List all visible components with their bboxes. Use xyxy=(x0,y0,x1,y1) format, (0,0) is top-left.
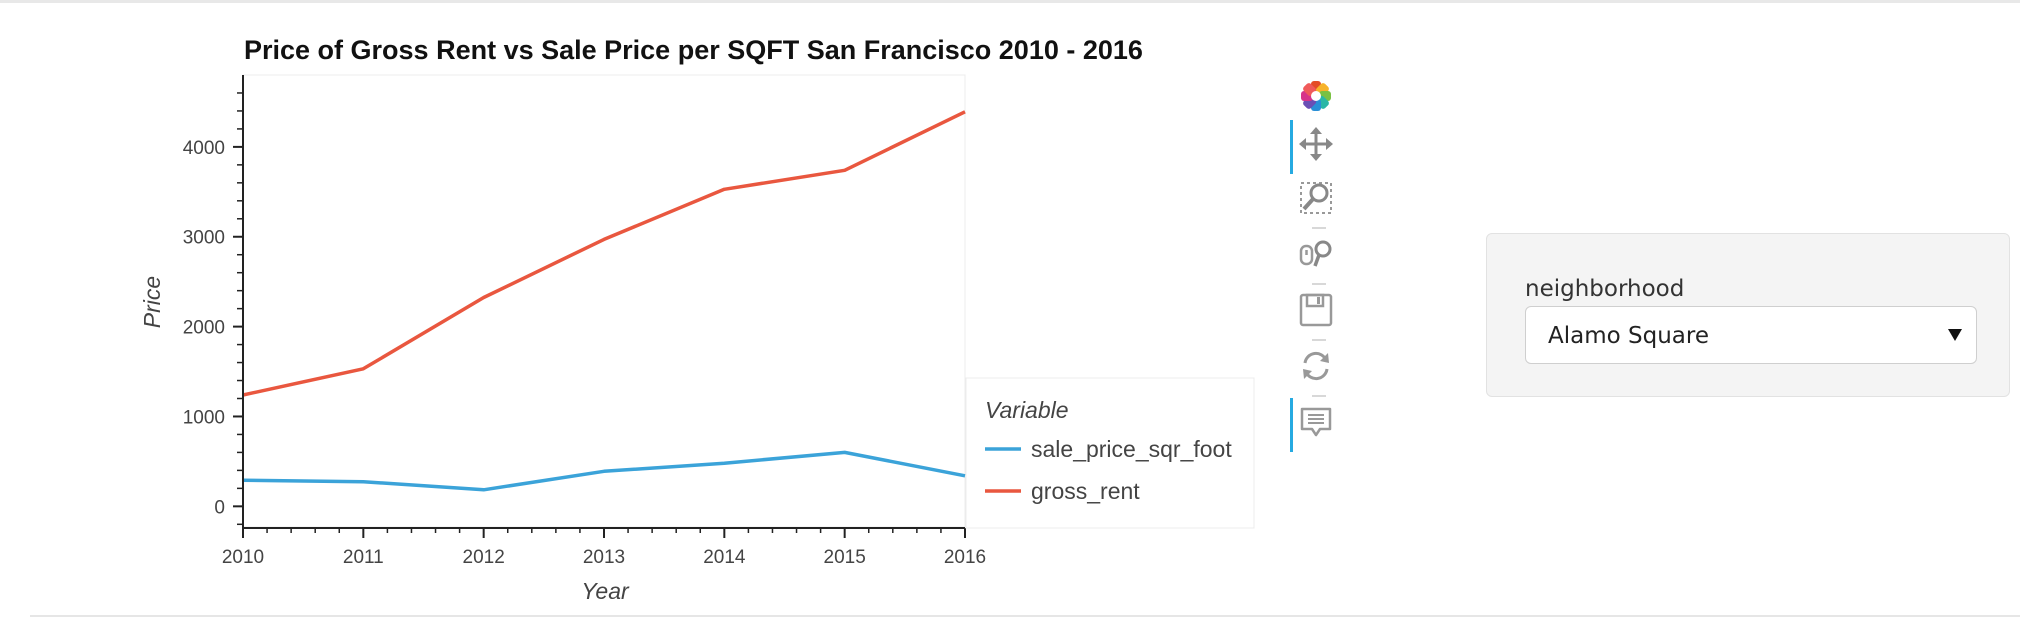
y-axis-title: Price xyxy=(139,276,165,328)
box-zoom-icon xyxy=(1300,182,1332,214)
x-tick-label: 2011 xyxy=(343,547,384,568)
legend: Variable sale_price_sqr_foot gross_rent xyxy=(965,377,1255,529)
x-tick-label: 2010 xyxy=(222,547,264,568)
legend-box xyxy=(965,377,1255,529)
top-divider xyxy=(0,0,2020,3)
hover-icon xyxy=(1300,407,1332,437)
series-line-gross_rent[interactable] xyxy=(242,110,966,397)
bokeh-logo[interactable] xyxy=(1284,72,1348,122)
chart-toolbar xyxy=(1284,70,1348,460)
reset-icon xyxy=(1303,351,1329,381)
wheel-zoom-icon xyxy=(1299,240,1332,267)
neighborhood-widget: neighborhood Alamo Square xyxy=(1486,233,2010,397)
toolbar-separator xyxy=(1312,227,1326,229)
neighborhood-select[interactable]: Alamo Square xyxy=(1525,306,1977,364)
reset-tool[interactable] xyxy=(1284,342,1348,392)
neighborhood-label: neighborhood xyxy=(1525,276,1685,302)
x-tick-label: 2015 xyxy=(824,547,866,568)
lines-layer xyxy=(242,110,966,492)
x-axis-title: Year xyxy=(581,578,630,604)
y-tick-label: 2000 xyxy=(183,318,225,339)
pan-tool[interactable] xyxy=(1284,120,1348,174)
save-tool[interactable] xyxy=(1284,286,1348,336)
chart-title: Price of Gross Rent vs Sale Price per SQ… xyxy=(244,35,1143,65)
save-icon xyxy=(1299,293,1333,327)
chevron-down-icon xyxy=(1948,329,1962,341)
series-line-sale_price_sqr_foot[interactable] xyxy=(242,450,966,492)
y-tick-label: 4000 xyxy=(183,138,225,159)
x-tick-label: 2013 xyxy=(583,547,625,568)
x-tick-label: 2012 xyxy=(463,547,505,568)
neighborhood-select-value: Alamo Square xyxy=(1548,323,1709,349)
y-tick-label: 3000 xyxy=(183,228,225,249)
x-tick-label: 2016 xyxy=(944,547,986,568)
hover-tool[interactable] xyxy=(1284,398,1348,452)
bottom-divider xyxy=(30,615,2020,617)
x-tick-label: 2014 xyxy=(703,547,746,568)
axes-layer: 2010 2011 2012 2013 2014 2015 2016 0 1000 2000 300… xyxy=(183,75,986,568)
toolbar-separator xyxy=(1312,283,1326,285)
legend-title: Variable xyxy=(985,397,1069,423)
wheel-zoom-tool[interactable] xyxy=(1284,230,1348,280)
plot-area[interactable] xyxy=(242,74,966,528)
legend-item-label: gross_rent xyxy=(1031,478,1140,504)
y-tick-label: 1000 xyxy=(183,407,225,428)
box-zoom-tool[interactable] xyxy=(1284,174,1348,224)
y-tick-label: 0 xyxy=(214,497,225,518)
legend-item-label: sale_price_sqr_foot xyxy=(1031,436,1232,462)
toolbar-separator xyxy=(1312,339,1326,341)
pan-icon xyxy=(1299,127,1333,161)
toolbar-separator xyxy=(1312,395,1326,397)
bokeh-logo-icon xyxy=(1301,81,1331,111)
chart: Price of Gross Rent vs Sale Price per SQ… xyxy=(139,35,1255,604)
